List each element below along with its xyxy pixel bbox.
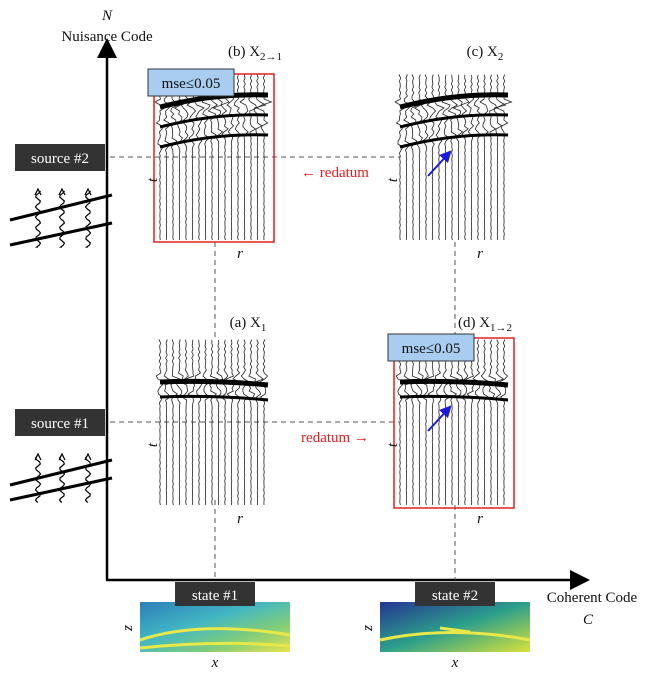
panel-label: (c) X2 [467, 44, 504, 63]
ray-head [85, 454, 91, 460]
panel-sub: 1 [261, 322, 267, 334]
event [160, 95, 268, 107]
source-label: source #1 [31, 416, 89, 432]
trace [443, 340, 451, 505]
z-label: z [120, 625, 136, 632]
ray-head [35, 454, 41, 460]
event [400, 396, 508, 400]
panel-label: (b) X2→1 [228, 44, 282, 63]
t-label: t [145, 177, 161, 182]
trace [474, 75, 480, 240]
y-label: Nuisance Code [61, 29, 153, 45]
trace [467, 75, 474, 240]
trace [456, 340, 463, 505]
event [160, 115, 268, 127]
panel-label: (d) X1→2 [458, 315, 512, 334]
trace [481, 340, 489, 505]
ray [60, 456, 65, 502]
state-image [380, 602, 530, 652]
trace [453, 75, 462, 240]
panel-name: (a) X [230, 315, 261, 331]
trace [411, 75, 419, 240]
r-label: r [477, 246, 483, 262]
panel-sub: 2 [498, 51, 504, 63]
trace [460, 340, 468, 505]
x-label-state: x [211, 655, 219, 670]
match-box [394, 338, 514, 508]
x-symbol: C [583, 612, 594, 628]
event [400, 115, 508, 127]
trace [426, 340, 435, 505]
state-label: state #1 [192, 588, 238, 604]
event [400, 95, 508, 107]
ray-head [59, 454, 65, 460]
r-label: r [237, 246, 243, 262]
trace [489, 340, 496, 505]
panel-sub: 2→1 [260, 51, 282, 63]
panel-name: (b) X [228, 44, 260, 60]
diagram: N Nuisance Code Coherent Code C (b) X2→1… [0, 0, 648, 670]
panel-name: (c) X [467, 44, 498, 60]
trace [450, 340, 458, 505]
source-label: source #2 [31, 151, 89, 167]
source-layers [10, 189, 112, 502]
trace [495, 340, 503, 505]
guides [110, 157, 455, 580]
redatum-label: ← redatum [301, 165, 369, 181]
trace [497, 75, 512, 240]
r-label: r [477, 511, 483, 527]
panel-label: (a) X1 [230, 315, 267, 334]
trace [404, 75, 412, 240]
panel-sub: 1→2 [490, 322, 512, 334]
trace [411, 340, 420, 505]
ray [60, 191, 65, 247]
trace [500, 340, 508, 505]
x-label: Coherent Code [547, 590, 638, 606]
event [160, 381, 268, 385]
badge: mse≤0.05 [162, 76, 221, 92]
y-symbol: N [101, 8, 113, 24]
badge: mse≤0.05 [402, 341, 461, 357]
ray [86, 456, 91, 502]
state-label: state #2 [432, 588, 478, 604]
t-label: t [385, 177, 401, 182]
trace [420, 340, 428, 505]
panel-name: (d) X [458, 315, 490, 331]
event [400, 381, 508, 385]
event [160, 396, 268, 400]
trace [489, 75, 497, 240]
z-label: z [360, 625, 376, 632]
trace [395, 75, 405, 240]
trace [480, 75, 488, 240]
t-label: t [385, 442, 401, 447]
r-label: r [237, 511, 243, 527]
trace [416, 340, 423, 505]
redatum-label: redatum → [301, 430, 369, 446]
trace [461, 75, 469, 240]
t-label: t [145, 442, 161, 447]
trace [473, 340, 481, 505]
trace [396, 340, 403, 505]
x-label-state: x [451, 655, 459, 670]
trace [466, 340, 474, 505]
trace [404, 340, 412, 505]
